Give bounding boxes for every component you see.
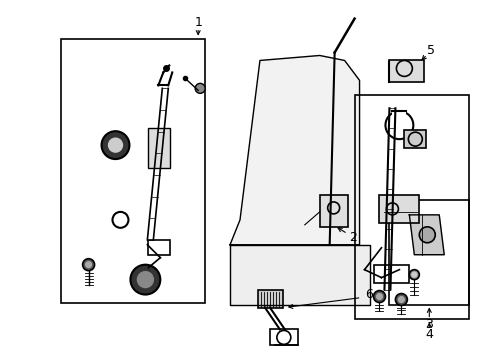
Polygon shape [408, 215, 443, 255]
Bar [354, 95, 468, 319]
Text: 3: 3 [425, 318, 432, 331]
Text: 2: 2 [348, 231, 356, 244]
Polygon shape [229, 245, 369, 305]
Bar [269, 329, 297, 345]
Circle shape [376, 293, 382, 300]
Bar [148, 128, 170, 168]
Text: 1: 1 [194, 16, 202, 29]
Text: 4: 4 [425, 328, 432, 341]
Circle shape [411, 272, 416, 277]
Bar [379, 195, 419, 223]
Bar [388, 60, 424, 82]
Circle shape [130, 265, 160, 294]
Text: 6: 6 [365, 288, 373, 301]
Circle shape [408, 270, 419, 280]
Bar [61, 39, 205, 302]
Circle shape [85, 262, 91, 268]
Bar [258, 289, 282, 307]
Bar [319, 195, 347, 227]
Text: 5: 5 [427, 44, 434, 57]
Circle shape [102, 131, 129, 159]
Bar [392, 111, 406, 127]
Circle shape [419, 227, 434, 243]
Bar [404, 130, 426, 148]
Circle shape [137, 272, 153, 288]
Bar [374, 265, 408, 283]
Circle shape [108, 138, 122, 152]
Circle shape [82, 259, 94, 271]
Bar [388, 200, 468, 305]
Polygon shape [229, 55, 359, 245]
Circle shape [195, 84, 205, 93]
Circle shape [395, 293, 407, 306]
Circle shape [373, 291, 385, 302]
Circle shape [398, 297, 404, 302]
Bar [148, 240, 170, 255]
